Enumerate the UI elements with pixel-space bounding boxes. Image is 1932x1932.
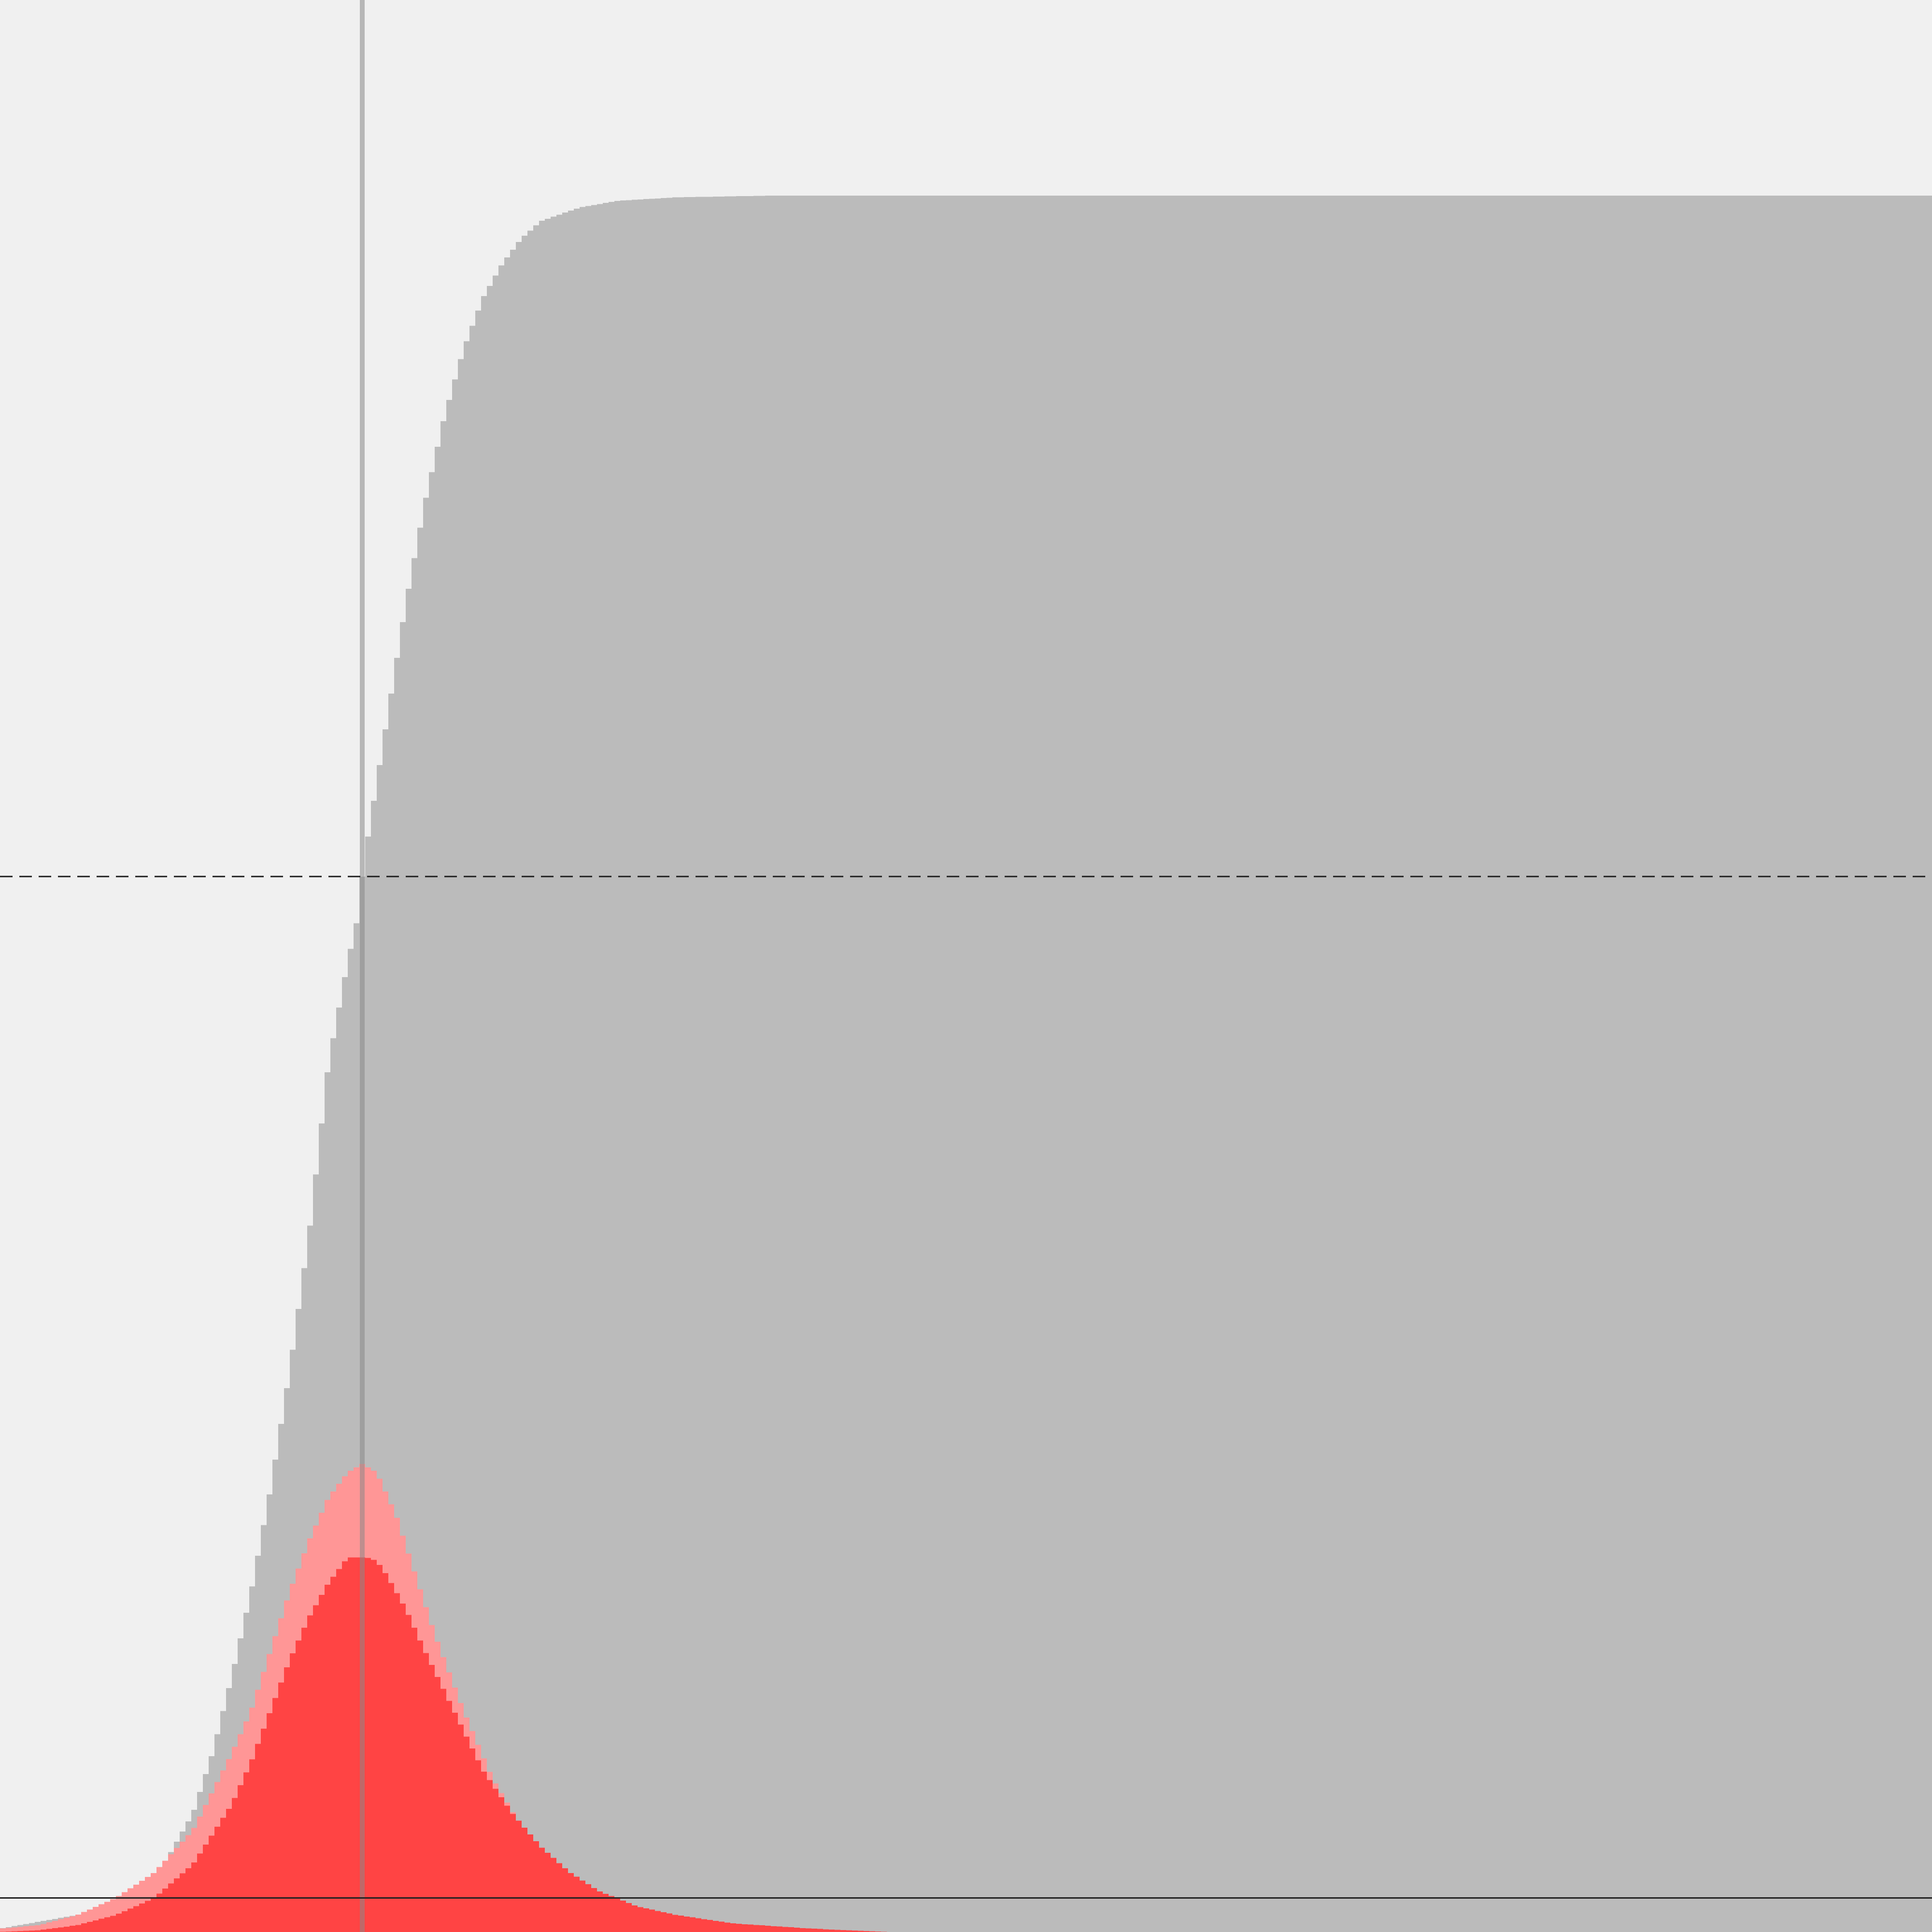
series-layer — [0, 196, 1932, 1932]
cumulative-area — [0, 196, 1932, 1932]
density-area-dark — [0, 1557, 1932, 1932]
